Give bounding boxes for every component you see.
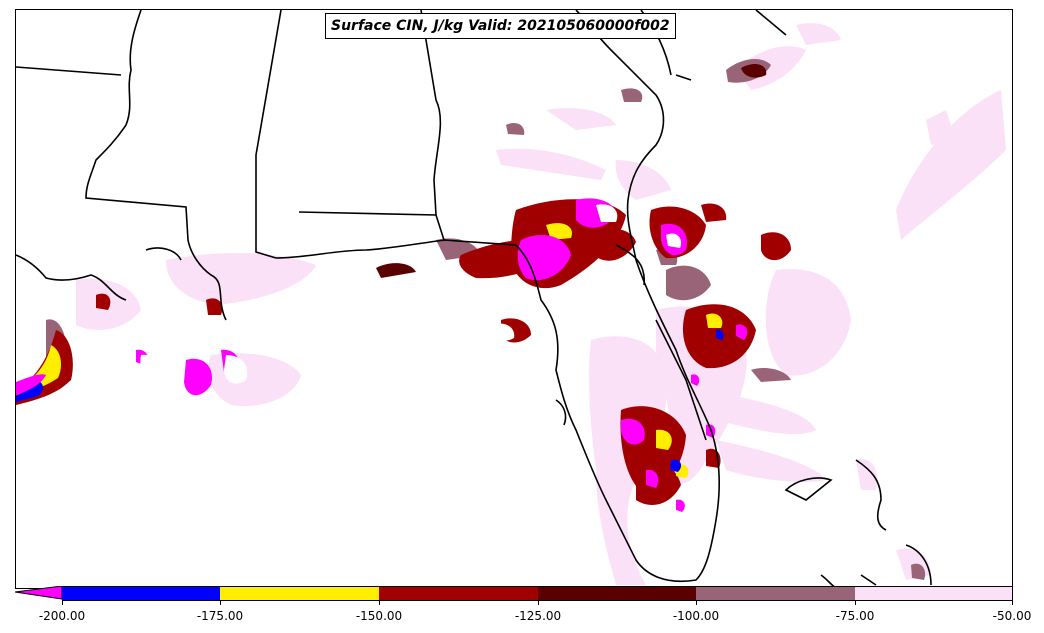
cin-fill-blue: [16, 329, 724, 472]
tick-label: -150.00: [355, 609, 403, 623]
tick-label: -75.00: [835, 609, 875, 623]
colorbar-extend-arrow: [15, 586, 63, 600]
colorbar-segment-lightpink: [855, 586, 1013, 601]
colorbar-segment-blue: [62, 586, 220, 601]
colorbar-segment-red: [379, 586, 538, 601]
tick-label: -175.00: [196, 609, 244, 623]
map-frame: [15, 9, 1013, 589]
tick-label: -50.00: [992, 609, 1032, 623]
tick-mark: [855, 601, 856, 605]
tick-mark: [696, 601, 697, 605]
cin-holes: [140, 204, 682, 384]
tick-label: -100.00: [672, 609, 720, 623]
colorbar-segment-yellow: [220, 586, 379, 601]
colorbar: [15, 586, 1013, 601]
colorbar-segment-darkred: [538, 586, 696, 601]
tick-mark: [379, 601, 380, 605]
tick-label: -200.00: [38, 609, 86, 623]
map-title: Surface CIN, J/kg Valid: 202105060000f00…: [325, 13, 676, 39]
tick-label: -125.00: [514, 609, 562, 623]
tick-mark: [62, 601, 63, 605]
tick-mark: [1012, 601, 1013, 605]
cin-map: [16, 10, 1006, 588]
cin-fill-darkred: [376, 64, 767, 278]
colorbar-segment-mauve: [696, 586, 855, 601]
tick-mark: [220, 601, 221, 605]
state-and-coast-lines: [16, 10, 932, 588]
tick-mark: [538, 601, 539, 605]
